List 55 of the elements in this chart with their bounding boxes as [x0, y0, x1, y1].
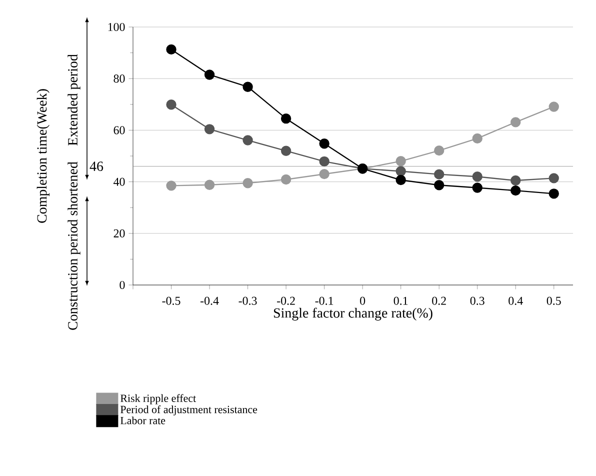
point — [434, 145, 444, 156]
x-tick-label: -0.2 — [277, 296, 295, 305]
text: Construction period shortened — [68, 162, 80, 330]
x-tick-label: -0.5 — [162, 296, 180, 305]
point — [472, 172, 482, 182]
x-tick-label: 0 — [360, 296, 366, 305]
point — [434, 169, 444, 180]
legend-label: Risk ripple effect — [120, 394, 196, 404]
point — [280, 146, 292, 156]
point — [548, 102, 559, 112]
point — [166, 180, 176, 191]
legend-label: Labor rate — [120, 416, 166, 424]
point — [242, 135, 253, 146]
text: Extended period — [68, 54, 80, 146]
point — [510, 117, 521, 128]
point — [319, 168, 330, 180]
y-tick-label: 60 — [114, 126, 125, 134]
x-tick-label: 0.4 — [508, 296, 523, 305]
legend-label: Period of adjustment resistance — [120, 405, 258, 416]
point — [319, 156, 330, 167]
x-tick-label: -0.3 — [238, 296, 257, 305]
point — [434, 180, 444, 190]
point — [548, 188, 559, 199]
x-tick-label: 0.2 — [432, 296, 446, 305]
y-axis-title: Completion time(Week) — [36, 89, 50, 223]
point — [166, 44, 176, 55]
point — [396, 174, 406, 186]
point — [166, 100, 176, 110]
y-tick-label: 80 — [114, 74, 125, 83]
point — [510, 185, 521, 196]
y-tick-label: 100 — [108, 22, 125, 32]
y-tick-label: 20 — [114, 229, 125, 238]
point — [242, 82, 253, 92]
y-tick-label: 40 — [114, 178, 125, 186]
point — [548, 173, 559, 184]
x-tick-label: 0.1 — [394, 296, 408, 305]
point — [204, 180, 215, 190]
ref-line-label: 46 — [90, 162, 104, 172]
point — [396, 156, 406, 166]
point — [396, 166, 406, 176]
x-tick-label: -0.1 — [315, 296, 334, 305]
point — [280, 174, 292, 185]
point — [242, 178, 253, 188]
point — [204, 70, 215, 80]
x-tick-label: 0.3 — [470, 296, 484, 305]
point — [280, 113, 292, 124]
point — [472, 133, 482, 144]
point — [319, 138, 330, 149]
x-axis-title: Single factor change rate(%) — [274, 308, 432, 321]
x-tick-label: -0.4 — [200, 296, 219, 305]
x-tick-label: 0.5 — [546, 296, 561, 305]
point — [204, 124, 215, 134]
point — [510, 175, 521, 186]
y-tick-label: 0 — [120, 280, 125, 290]
point — [472, 182, 482, 193]
